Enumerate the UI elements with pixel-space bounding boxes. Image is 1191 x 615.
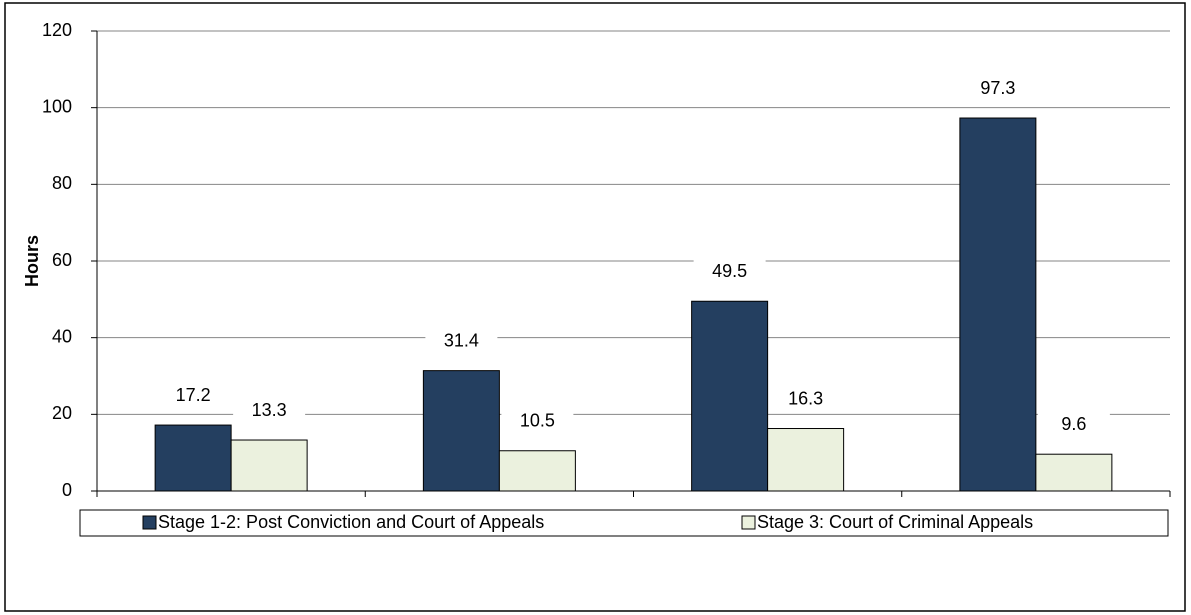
data-label: 49.5 [712,261,747,281]
y-tick-label: 120 [42,20,72,40]
data-label: 10.5 [520,411,555,431]
data-label: 31.4 [444,330,479,350]
bar [1035,453,1113,492]
data-label-bg [425,327,498,356]
data-label-bg [157,382,230,411]
bar [498,450,576,492]
legend-label: Stage 3: Court of Criminal Appeals [757,512,1033,532]
data-label: 9.6 [1061,414,1086,434]
y-tick-label: 100 [42,96,72,116]
bar [767,428,845,492]
data-label: 16.3 [788,388,823,408]
data-label-bg [769,385,842,414]
bar [691,300,769,492]
bar [959,117,1037,492]
bar [230,439,308,492]
y-tick-label: 0 [62,480,72,500]
y-tick-label: 80 [52,173,72,193]
bar [422,370,500,492]
data-label-bg [1037,411,1110,440]
y-axis-title: Hours [22,235,42,287]
data-label: 17.2 [176,385,211,405]
legend-swatch [142,515,157,530]
legend-label: Stage 1-2: Post Conviction and Court of … [158,512,544,532]
y-tick-label: 60 [52,250,72,270]
bar [154,424,232,492]
data-label-bg [693,258,766,287]
data-label: 13.3 [252,400,287,420]
legend-box [79,509,1169,537]
data-label: 97.3 [980,78,1015,98]
y-tick-label: 40 [52,326,72,346]
data-label-bg [961,75,1034,104]
data-label-bg [501,407,574,436]
legend-swatch [741,515,756,530]
y-tick-label: 20 [52,403,72,423]
data-label-bg [233,397,306,426]
